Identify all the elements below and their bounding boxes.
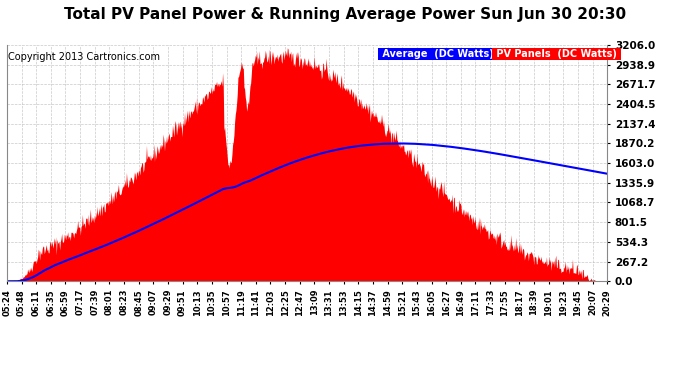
- Text: Copyright 2013 Cartronics.com: Copyright 2013 Cartronics.com: [8, 52, 160, 62]
- Text: PV Panels  (DC Watts): PV Panels (DC Watts): [493, 48, 620, 58]
- Text: Total PV Panel Power & Running Average Power Sun Jun 30 20:30: Total PV Panel Power & Running Average P…: [64, 8, 626, 22]
- Text: Average  (DC Watts): Average (DC Watts): [379, 48, 497, 58]
